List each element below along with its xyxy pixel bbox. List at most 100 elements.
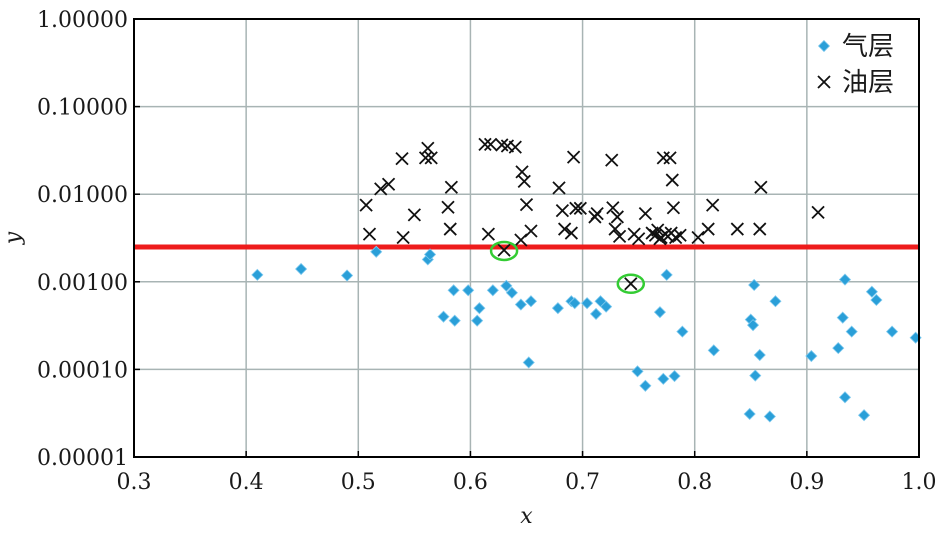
- x-axis-ticks: 0.3 0.4 0.5 0.6 0.7 0.8 0.9 1.0: [117, 451, 937, 495]
- y-axis-ticks: 0.00001 0.00010 0.00100 0.01000 0.10000 1.000…: [37, 8, 140, 471]
- gas-point: [746, 319, 760, 332]
- legend-marker: [817, 39, 831, 53]
- data-points: [251, 137, 922, 423]
- oil-point: [811, 205, 825, 220]
- x-tick-label: 0.3: [117, 470, 152, 495]
- oil-point: [608, 222, 622, 236]
- oil-point: [444, 180, 459, 194]
- oil-point: [524, 224, 538, 238]
- gas-point: [580, 297, 594, 310]
- y-tick-label: 0.01000: [37, 183, 128, 208]
- gas-point: [448, 314, 461, 327]
- oil-point: [573, 201, 587, 215]
- oil-point: [421, 141, 435, 155]
- gas-point: [370, 245, 383, 258]
- gas-point: [676, 325, 689, 338]
- gas-point: [551, 302, 564, 315]
- oil-point: [519, 198, 534, 212]
- grid-lines: [134, 19, 919, 457]
- gas-point: [743, 407, 756, 421]
- gas-point: [838, 273, 852, 286]
- oil-point: [663, 151, 677, 165]
- oil-point: [569, 201, 583, 215]
- oil-point: [665, 173, 679, 187]
- gas-point: [524, 295, 538, 308]
- gas-point: [753, 348, 766, 362]
- oil-point: [605, 153, 619, 167]
- oil-point: [441, 200, 455, 214]
- legend-marker: [817, 75, 831, 89]
- gas-point: [836, 311, 849, 324]
- oil-point: [753, 222, 767, 236]
- oil-point: [552, 181, 566, 195]
- oil-point: [624, 277, 638, 291]
- oil-point: [478, 137, 492, 152]
- oil-point: [443, 222, 457, 236]
- oil-point: [359, 198, 373, 212]
- oil-point: [407, 208, 421, 222]
- gas-point: [522, 356, 535, 369]
- gas-point: [639, 379, 652, 392]
- gas-point: [589, 307, 603, 320]
- gas-point: [845, 325, 858, 338]
- legend-label: 气层: [842, 32, 894, 62]
- gas-point: [471, 314, 484, 327]
- gas-point: [886, 325, 899, 338]
- oil-point: [396, 230, 410, 245]
- oil-point: [381, 177, 396, 191]
- legend-label: 油层: [842, 68, 894, 98]
- oil-point: [424, 151, 438, 165]
- oil-point: [691, 230, 705, 245]
- gas-point: [769, 295, 782, 308]
- gas-point: [568, 297, 581, 310]
- series-1: [251, 245, 922, 423]
- gas-point: [473, 302, 486, 315]
- y-tick-label: 1.00000: [37, 8, 128, 33]
- gas-point: [514, 298, 527, 311]
- oil-point: [374, 182, 388, 196]
- gas-point: [500, 279, 513, 292]
- legend-item: 油层: [817, 68, 894, 98]
- gas-point: [657, 372, 670, 385]
- oil-point: [557, 222, 572, 236]
- oil-point: [701, 222, 715, 236]
- gas-point: [437, 310, 450, 323]
- plot-frame: [133, 18, 920, 458]
- gas-point: [653, 306, 667, 319]
- gas-point: [832, 342, 845, 355]
- oil-point: [612, 229, 627, 244]
- gas-point: [749, 369, 762, 382]
- series-2: [359, 137, 825, 291]
- gas-point: [838, 391, 852, 404]
- gas-point: [251, 268, 264, 281]
- x-tick-label: 0.9: [789, 470, 824, 495]
- oil-point: [566, 150, 581, 164]
- oil-point: [632, 232, 646, 246]
- x-tick-label: 0.4: [229, 470, 264, 495]
- oil-point: [362, 227, 377, 241]
- gas-point: [462, 284, 475, 297]
- legend-item: 气层: [817, 32, 894, 62]
- gas-point: [505, 286, 518, 299]
- oil-point: [555, 203, 570, 218]
- gas-point: [865, 285, 878, 298]
- y-tick-label: 0.00100: [37, 271, 128, 296]
- oil-point: [517, 174, 531, 189]
- oil-point: [497, 243, 511, 257]
- oil-point: [606, 201, 620, 215]
- gas-point: [631, 365, 644, 378]
- gas-point: [805, 349, 818, 363]
- gas-point: [295, 262, 308, 276]
- gas-point: [668, 369, 681, 383]
- x-tick-label: 0.7: [565, 470, 600, 495]
- highlight-circles: [489, 240, 646, 295]
- x-tick-label: 0.6: [453, 470, 488, 495]
- oil-point: [754, 180, 768, 194]
- oil-point: [483, 137, 498, 152]
- oil-point: [669, 230, 683, 245]
- gas-point: [486, 284, 499, 297]
- y-tick-label: 0.10000: [37, 96, 128, 121]
- gas-point: [660, 268, 673, 281]
